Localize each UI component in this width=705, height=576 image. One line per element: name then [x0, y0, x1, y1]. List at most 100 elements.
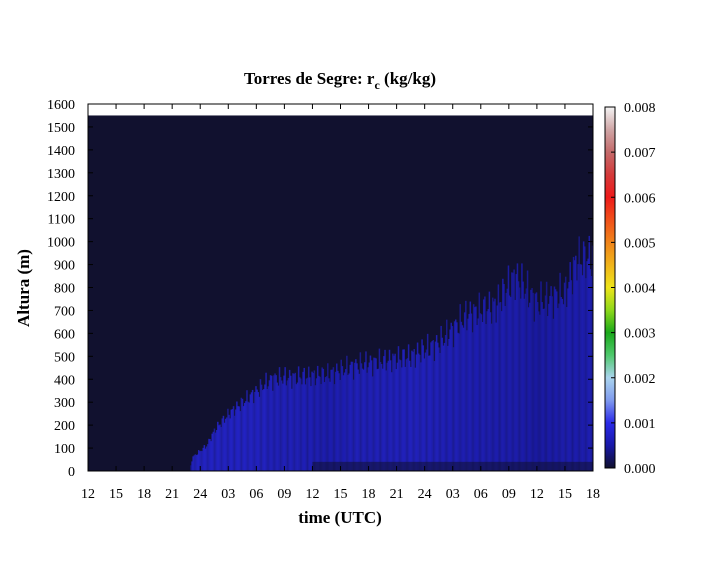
cloud-column: [470, 313, 473, 471]
cloud-column: [275, 375, 277, 471]
cloud-column: [255, 386, 257, 471]
cloud-column: [447, 345, 449, 471]
cloud-column: [320, 384, 322, 471]
y-tick-label: 1100: [48, 213, 75, 228]
cloud-column: [212, 431, 215, 471]
cloud-column: [303, 367, 305, 471]
colorbar-tick-label: 0.002: [624, 372, 656, 387]
cloud-column: [264, 384, 266, 471]
cloud-column: [305, 378, 308, 471]
cloud-column: [236, 401, 238, 471]
cloud-column: [358, 373, 360, 471]
cloud-column: [269, 375, 272, 471]
cloud-column: [310, 386, 312, 471]
x-tick-label: 12: [81, 487, 95, 502]
cloud-column: [343, 372, 346, 471]
x-tick-label: 15: [558, 487, 572, 502]
cloud-column: [248, 402, 250, 471]
cloud-column: [443, 342, 446, 471]
cloud-column: [417, 353, 420, 471]
cloud-column: [223, 422, 226, 471]
cloud-column: [423, 358, 426, 471]
cloud-column: [450, 322, 452, 471]
cloud-column: [193, 455, 196, 471]
cloud-column: [587, 258, 589, 471]
cloud-column: [328, 378, 330, 471]
cloud-column: [564, 276, 567, 471]
cloud-column: [411, 350, 413, 471]
cloud-column: [239, 411, 242, 471]
cloud-column: [376, 369, 378, 471]
cloud-column: [430, 342, 432, 471]
cloud-column: [315, 378, 318, 471]
cloud-column: [403, 349, 405, 471]
cloud-column: [213, 428, 216, 471]
cloud-column: [256, 389, 258, 471]
cloud-column: [570, 280, 573, 471]
cloud-column: [499, 302, 502, 471]
cloud-column: [296, 382, 299, 471]
cloud-column: [589, 269, 592, 471]
cloud-column: [218, 425, 220, 471]
cloud-column: [377, 368, 380, 471]
cloud-column: [558, 303, 560, 471]
cloud-column: [560, 297, 562, 471]
cloud-column: [520, 298, 522, 471]
cloud-column: [502, 278, 504, 471]
cloud-column: [261, 390, 264, 471]
cloud-column: [209, 439, 211, 471]
cloud-column: [421, 339, 423, 471]
cloud-column: [486, 311, 488, 471]
cloud-column: [559, 272, 561, 471]
cloud-column: [426, 333, 429, 471]
cloud-column: [203, 445, 206, 471]
cloud-column: [279, 377, 282, 471]
cloud-column: [284, 367, 286, 471]
cloud-column: [297, 366, 300, 471]
cloud-column: [539, 314, 541, 471]
cloud-column: [334, 371, 337, 471]
cloud-column: [474, 307, 476, 471]
cloud-column: [586, 261, 588, 471]
cloud-column: [314, 385, 317, 471]
cloud-column: [463, 312, 466, 471]
cloud-column: [406, 358, 409, 471]
colorbar-tick-label: 0.000: [624, 462, 656, 477]
x-tick-label: 06: [249, 487, 263, 502]
cloud-column: [339, 379, 341, 471]
cloud-column: [219, 424, 221, 471]
cloud-column: [204, 448, 207, 471]
cloud-column: [311, 371, 313, 471]
cloud-column: [405, 359, 408, 471]
cloud-column: [483, 299, 485, 471]
colorbar-tick-label: 0.004: [624, 282, 656, 297]
cloud-column: [382, 368, 384, 471]
cloud-column: [467, 318, 469, 471]
cloud-column: [283, 375, 285, 471]
cloud-column: [202, 447, 204, 471]
cloud-column: [451, 326, 454, 471]
cloud-column: [379, 361, 382, 471]
cloud-column: [288, 369, 291, 471]
cloud-column: [350, 361, 353, 471]
cloud-column: [496, 305, 499, 471]
cloud-column: [217, 421, 219, 471]
cloud-column: [552, 318, 555, 471]
cloud-column: [380, 364, 383, 471]
x-tick-label: 24: [193, 487, 207, 502]
cloud-column: [385, 370, 387, 471]
y-tick-label: 1300: [47, 167, 75, 182]
cloud-column: [401, 367, 403, 471]
cloud-column: [384, 349, 386, 471]
y-tick-label: 600: [54, 327, 75, 342]
cloud-column: [488, 291, 491, 471]
cloud-column: [466, 330, 468, 471]
x-tick-label: 03: [221, 487, 235, 502]
cloud-column: [329, 381, 331, 471]
cloud-column: [569, 262, 571, 471]
x-axis: 12 15 18 21 24 03 06 09 12 15 18 21 24 03 06 09 12 15 18: [81, 104, 600, 502]
cloud-column: [453, 321, 456, 471]
cloud-column: [309, 377, 311, 471]
cloud-column: [313, 370, 316, 471]
x-tick-label: 12: [530, 487, 544, 502]
